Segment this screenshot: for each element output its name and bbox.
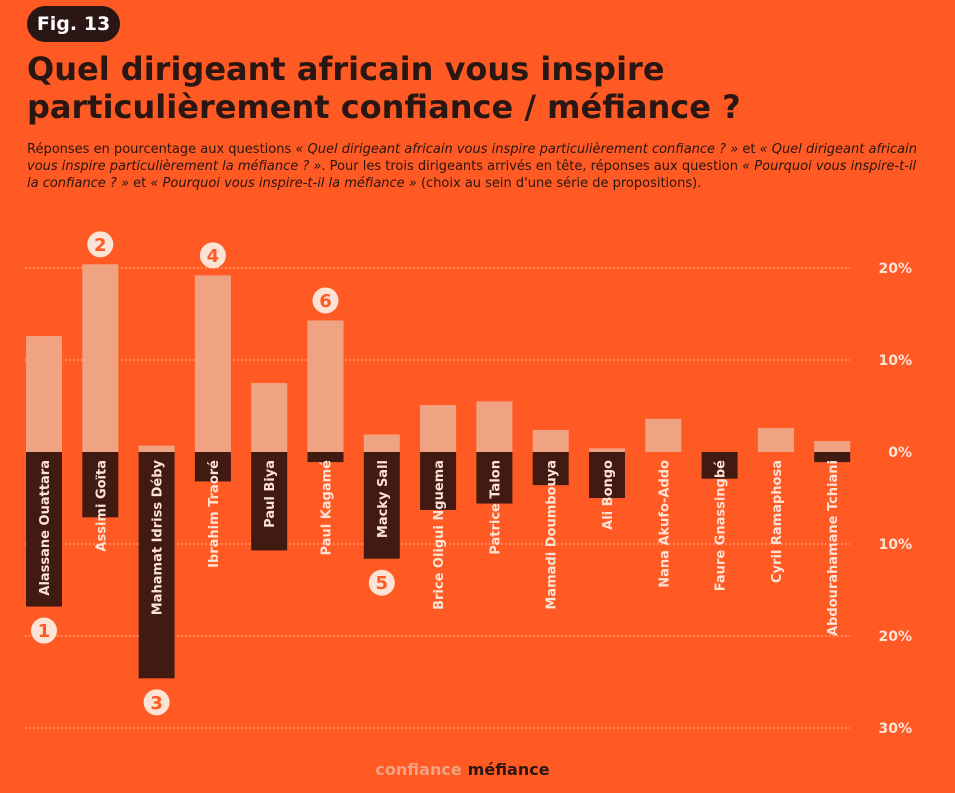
subtitle-question-1: « Quel dirigeant africain vous inspire p…: [295, 142, 739, 157]
bar-mefiance-12: [701, 452, 738, 479]
bar-confiance-1: [82, 264, 119, 452]
bar-mefiance-10: [589, 452, 625, 498]
subtitle-part-5: (choix au sein d'une série de propositio…: [416, 176, 702, 191]
legend-confiance: confiance: [375, 760, 462, 779]
bar-mefiance-5: [307, 452, 344, 463]
category-label-5: Paul Kagamé: [320, 460, 335, 556]
bar-mefiance-2: [138, 452, 175, 679]
bar-confiance-14: [814, 440, 851, 452]
bar-mefiance-14: [814, 452, 851, 463]
rank-marker-label-1: 1: [38, 621, 51, 642]
subtitle-part-3: . Pour les trois dirigeants arrivés en t…: [321, 159, 743, 174]
bar-confiance-0: [26, 336, 62, 452]
category-label-10: Ali Bongo: [601, 460, 616, 530]
bar-confiance-7: [420, 405, 457, 452]
rank-marker-label-6: 6: [319, 291, 332, 312]
rank-marker-circle-4: [199, 242, 226, 269]
subtitle-part-2: et: [738, 142, 760, 157]
bar-confiance-13: [757, 428, 794, 452]
y-tick-label-4: 20%: [878, 629, 912, 645]
rank-marker-label-5: 5: [376, 573, 389, 594]
category-label-14: Abdourahamane Tchiani: [826, 460, 841, 636]
bar-confiance-9: [532, 429, 569, 452]
bar-mefiance-1: [82, 452, 119, 518]
category-label-3: Ibrahim Traoré: [207, 460, 222, 568]
bar-mefiance-3: [194, 452, 231, 482]
category-label-9: Mamadi Doumbouya: [545, 460, 560, 610]
category-label-8: Patrice Talon: [488, 460, 503, 555]
chart-subtitle: Réponses en pourcentage aux questions « …: [27, 141, 927, 192]
bar-mefiance-9: [532, 452, 569, 486]
y-tick-label-5: 30%: [878, 721, 912, 737]
category-label-11: Nana Akufo-Addo: [657, 460, 672, 588]
category-label-4: Paul Biya: [263, 460, 278, 528]
subtitle-part-1: Réponses en pourcentage aux questions: [27, 142, 296, 157]
bar-mefiance-6: [363, 452, 400, 559]
subtitle-question-3: « Pourquoi vous inspire-t-il la confianc…: [27, 159, 917, 191]
rank-marker-label-3: 3: [150, 693, 163, 714]
bar-confiance-3: [194, 275, 231, 452]
category-label-7: Brice Oligui Nguema: [432, 460, 447, 610]
rank-marker-circle-3: [143, 689, 170, 716]
bar-confiance-2: [138, 445, 175, 452]
bar-confiance-6: [363, 434, 400, 452]
bar-confiance-4: [251, 383, 288, 452]
y-tick-label-3: 10%: [878, 537, 912, 553]
rank-marker-circle-1: [31, 617, 57, 644]
bar-mefiance-4: [251, 452, 288, 551]
subtitle-question-4: « Pourquoi vous inspire-t-il la méfiance…: [150, 176, 417, 191]
bar-mefiance-8: [476, 452, 513, 504]
category-label-1: Assimi Goïta: [94, 460, 109, 552]
bar-confiance-10: [589, 448, 625, 452]
rank-marker-label-2: 2: [94, 235, 107, 256]
category-label-12: Faure Gnassingbé: [714, 460, 729, 591]
subtitle-part-4: et: [129, 176, 151, 191]
bar-confiance-5: [307, 320, 344, 452]
category-label-6: Macky Sall: [376, 460, 391, 538]
chart-legend: confiance méfiance: [0, 760, 925, 779]
category-label-0: Alassane Ouattara: [38, 460, 53, 596]
rank-marker-circle-5: [368, 569, 395, 596]
bar-chart: 20% 10% 0% 10% 20% 30% Alassane Ouattara Assimi…: [25, 231, 912, 737]
category-label-2: Mahamat Idriss Déby: [151, 459, 166, 615]
bar-mefiance-0: [26, 452, 62, 607]
y-tick-label-2: 0%: [888, 445, 912, 461]
bar-mefiance-7: [420, 452, 457, 510]
y-tick-label-0: 20%: [878, 261, 912, 277]
figure-badge: Fig. 13: [27, 6, 120, 42]
y-tick-label-1: 10%: [878, 353, 912, 369]
chart-title: Quel dirigeant africain vous inspire par…: [27, 50, 741, 126]
bar-confiance-11: [645, 418, 682, 452]
rank-marker-circle-6: [312, 287, 339, 314]
category-label-13: Cyril Ramaphosa: [770, 460, 785, 583]
legend-mefiance: méfiance: [467, 760, 550, 779]
bar-confiance-8: [476, 401, 513, 452]
subtitle-question-2: « Quel dirigeant africain vous inspire p…: [27, 142, 917, 174]
rank-marker-circle-2: [87, 231, 114, 258]
rank-marker-label-4: 4: [207, 246, 220, 267]
